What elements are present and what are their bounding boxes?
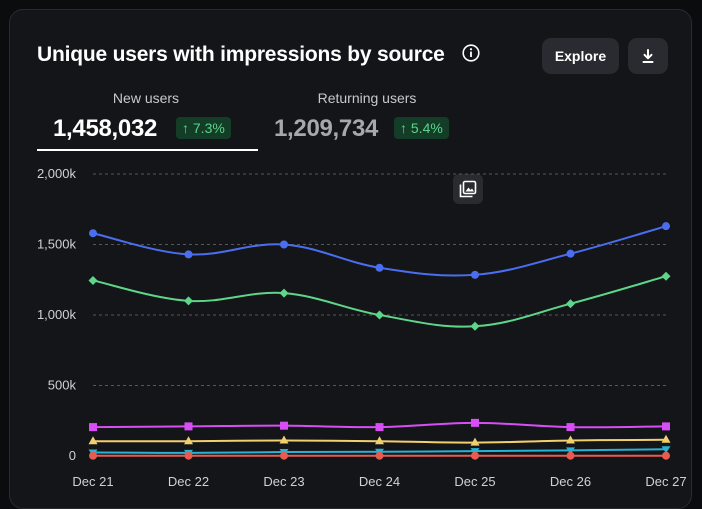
- download-icon: [642, 48, 654, 63]
- x-tick-label: Dec 26: [550, 474, 591, 489]
- data-point: [375, 436, 384, 445]
- data-point: [661, 446, 671, 454]
- data-point: [566, 299, 575, 309]
- data-point: [470, 448, 480, 456]
- data-point: [566, 447, 575, 455]
- data-point: [566, 435, 575, 444]
- download-button[interactable]: [628, 38, 668, 74]
- returning-users-change: 5.4%: [410, 120, 443, 136]
- x-tick-label: Dec 21: [72, 474, 113, 489]
- data-point: [375, 451, 384, 460]
- y-tick-label: 2,000k: [37, 166, 77, 181]
- x-tick-label: Dec 23: [263, 474, 304, 489]
- data-point: [662, 451, 670, 460]
- data-point: [184, 296, 193, 306]
- data-point: [184, 250, 193, 259]
- tab-new-users[interactable]: New users 1,458,032 ↑ 7.3%: [37, 90, 258, 151]
- x-tick-label: Dec 27: [645, 474, 686, 489]
- data-point: [470, 321, 480, 331]
- data-point: [88, 275, 98, 285]
- data-point: [280, 421, 288, 430]
- data-point: [661, 434, 671, 443]
- data-point: [375, 263, 384, 272]
- data-point: [471, 418, 479, 427]
- tab-returning-users-label: Returning users: [317, 90, 417, 106]
- data-point: [89, 229, 97, 238]
- line-chart: 0 500k 1,000k 1,500k 2,000k Dec 21 Dec 22 Dec 2…: [37, 166, 687, 489]
- data-point: [88, 436, 98, 445]
- info-icon[interactable]: [462, 44, 480, 62]
- image-stack-button[interactable]: [453, 174, 483, 204]
- data-point: [662, 222, 670, 231]
- data-point: [566, 249, 575, 258]
- y-tick-label: 1,500k: [37, 237, 77, 252]
- data-point: [375, 310, 384, 320]
- data-point: [662, 422, 670, 431]
- arrow-up-icon: ↑: [400, 120, 407, 136]
- data-point: [184, 422, 193, 431]
- data-point: [661, 271, 671, 281]
- new-users-value: 1,458,032: [53, 115, 158, 142]
- new-users-change: 7.3%: [192, 120, 225, 136]
- tab-returning-users[interactable]: Returning users 1,209,734 ↑ 5.4%: [272, 90, 462, 149]
- data-point: [566, 451, 575, 460]
- data-point: [470, 437, 480, 446]
- arrow-up-icon: ↑: [182, 120, 189, 136]
- chart-title: Unique users with impressions by source: [37, 43, 445, 66]
- data-point: [279, 288, 289, 298]
- returning-users-value: 1,209,734: [274, 115, 379, 142]
- image-stack-icon: [459, 180, 477, 198]
- data-point: [566, 423, 575, 432]
- chart-card: Unique users with impressions by source …: [9, 9, 692, 509]
- y-tick-label: 500k: [48, 378, 77, 393]
- returning-users-change-badge: ↑ 5.4%: [394, 117, 449, 139]
- tab-new-users-label: New users: [112, 90, 180, 106]
- data-point: [184, 451, 193, 460]
- data-point: [375, 423, 384, 432]
- data-point: [279, 435, 289, 444]
- explore-button[interactable]: Explore: [542, 38, 619, 74]
- x-tick-label: Dec 25: [454, 474, 495, 489]
- x-tick-label: Dec 22: [168, 474, 209, 489]
- data-point: [89, 451, 97, 460]
- data-point: [89, 423, 97, 432]
- data-point: [184, 436, 193, 445]
- data-point: [471, 451, 479, 460]
- data-point: [280, 451, 288, 460]
- y-tick-label: 0: [69, 448, 76, 463]
- y-tick-label: 1,000k: [37, 307, 77, 322]
- x-tick-label: Dec 24: [359, 474, 400, 489]
- new-users-change-badge: ↑ 7.3%: [176, 117, 231, 139]
- data-point: [471, 270, 479, 279]
- data-point: [280, 240, 288, 249]
